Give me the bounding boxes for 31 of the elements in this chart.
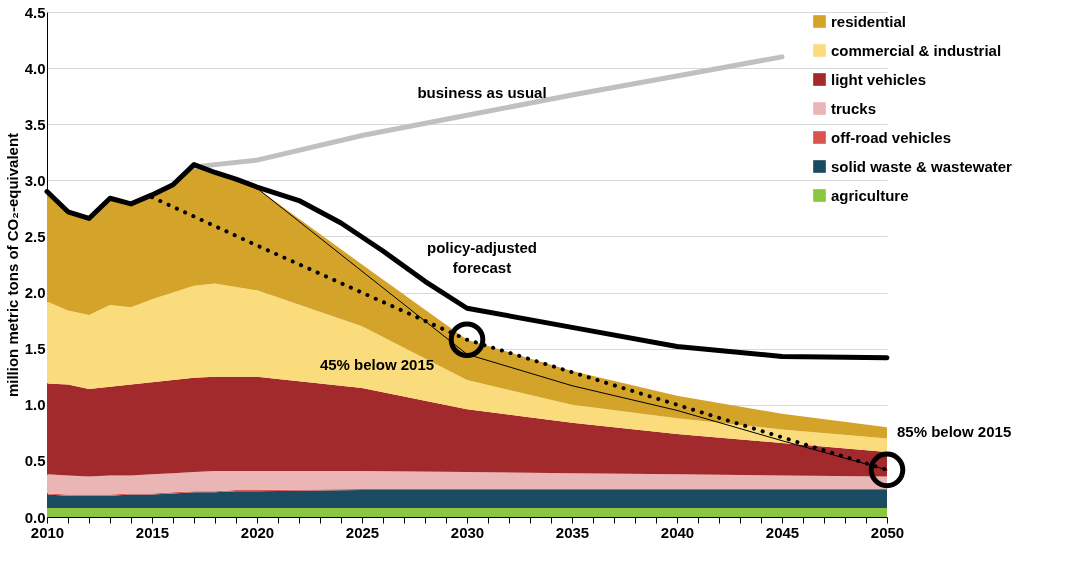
legend-label: trucks — [831, 99, 877, 117]
y-tick-label: 3.0 — [24, 171, 46, 189]
x-tick-label: 2045 — [765, 523, 800, 541]
legend-label: residential — [831, 12, 907, 30]
x-tick-label: 2050 — [870, 523, 905, 541]
y-tick-label: 1.5 — [24, 340, 46, 358]
annotation: 85% below 2015 — [897, 422, 1012, 440]
legend-label: light vehicles — [831, 70, 927, 88]
x-tick-label: 2040 — [660, 523, 695, 541]
legend-label: commercial & industrial — [831, 41, 1002, 59]
series-label: policy-adjusted forecast — [426, 239, 538, 277]
legend-label: solid waste & wastewater — [831, 157, 1013, 175]
y-tick-label: 1.0 — [24, 396, 46, 414]
x-tick-label: 2020 — [240, 523, 275, 541]
y-tick-label: 2.0 — [24, 284, 46, 302]
annotation: 45% below 2015 — [319, 355, 435, 373]
legend-label: off-road vehicles — [831, 128, 952, 146]
x-tick-label: 2035 — [555, 523, 590, 541]
series-label: business as usual — [417, 84, 547, 102]
y-tick-label: 4.5 — [24, 3, 46, 21]
x-tick-label: 2010 — [30, 523, 65, 541]
y-tick-label: 0.0 — [24, 508, 46, 526]
y-tick-label: 4.0 — [24, 59, 46, 77]
y-tick-label: 0.5 — [24, 452, 46, 470]
legend-label: agriculture — [831, 186, 909, 204]
x-tick-label: 2015 — [135, 523, 170, 541]
x-tick-label: 2030 — [450, 523, 485, 541]
x-tick-label: 2025 — [345, 523, 380, 541]
y-tick-label: 2.5 — [24, 227, 46, 245]
y-tick-label: 3.5 — [24, 115, 46, 133]
y-axis-title: million metric tons of CO₂-equivalent — [3, 132, 21, 398]
